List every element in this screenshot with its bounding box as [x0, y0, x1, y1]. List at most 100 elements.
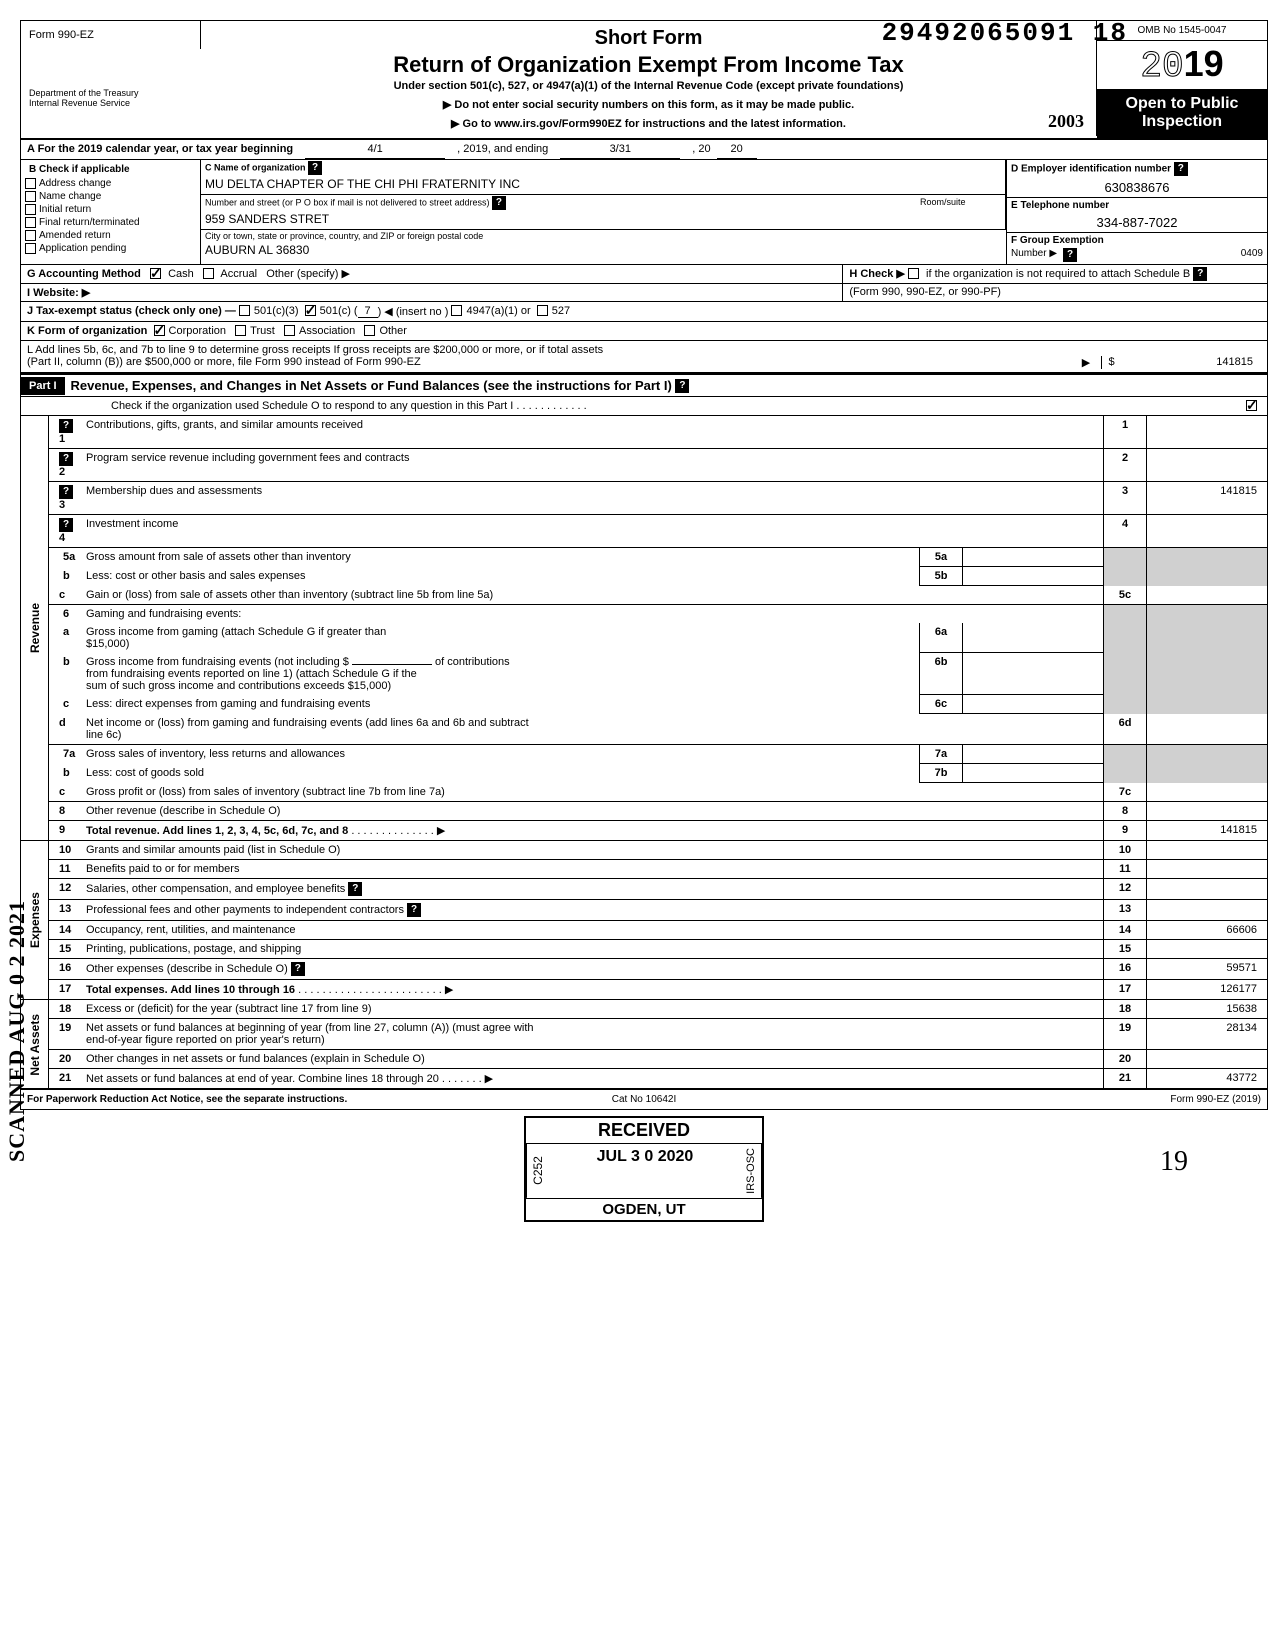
b-item-amended-return[interactable]: Amended return	[25, 229, 196, 242]
line-2-val	[1147, 449, 1267, 481]
line-7a-desc: Gross sales of inventory, less returns a…	[81, 745, 919, 764]
handwritten-19: 19	[1160, 1146, 1188, 1178]
line-18-box: 18	[1103, 1000, 1147, 1018]
line-a: A For the 2019 calendar year, or tax yea…	[21, 140, 1267, 160]
line-6d-val	[1147, 714, 1267, 744]
line-2-box: 2	[1103, 449, 1147, 481]
h-text1: H Check ▶	[849, 268, 905, 280]
j-opt4: 527	[552, 305, 570, 318]
shade	[1103, 567, 1147, 586]
line-2: ? 2Program service revenue including gov…	[49, 449, 1267, 482]
line-5c-box: 5c	[1103, 586, 1147, 604]
l-row: L Add lines 5b, 6c, and 7b to line 9 to …	[21, 341, 1267, 373]
line-a-yy[interactable]: 20	[717, 140, 757, 159]
l-line2: (Part II, column (B)) are $500,000 or mo…	[27, 356, 1071, 369]
form-page: Form 990-EZ Short Form Return of Organiz…	[20, 20, 1268, 1110]
j-527-checkbox[interactable]	[537, 305, 548, 316]
help-icon[interactable]: ?	[407, 903, 421, 917]
b-label-2: Initial return	[39, 204, 91, 215]
b-item-final-return[interactable]: Final return/terminated	[25, 216, 196, 229]
line-a-begin[interactable]: 4/1	[305, 140, 445, 159]
i-website: I Website: ▶	[21, 284, 843, 301]
j-501c-number[interactable]: 7	[358, 305, 378, 318]
line-16-box: 16	[1103, 959, 1147, 979]
main-title: Return of Organization Exempt From Incom…	[209, 52, 1088, 78]
help-icon[interactable]: ?	[59, 452, 73, 466]
j-501c3-checkbox[interactable]	[239, 305, 250, 316]
line-8-desc: Other revenue (describe in Schedule O)	[81, 802, 1103, 820]
handwritten-year: 2003	[1048, 111, 1084, 132]
c-label: C Name of organization	[205, 162, 306, 172]
page-footer: For Paperwork Reduction Act Notice, see …	[21, 1088, 1267, 1109]
help-icon[interactable]: ?	[1193, 267, 1207, 281]
help-icon[interactable]: ?	[59, 518, 73, 532]
h-checkbox[interactable]	[908, 268, 919, 279]
help-icon[interactable]: ?	[291, 962, 305, 976]
line-16-desc: Other expenses (describe in Schedule O) …	[81, 959, 1103, 979]
j-501c-checkbox[interactable]	[305, 305, 316, 316]
line-5b: bLess: cost or other basis and sales exp…	[49, 567, 1267, 586]
k-corp-checkbox[interactable]	[154, 325, 165, 336]
line-18: 18Excess or (deficit) for the year (subt…	[49, 1000, 1267, 1019]
line-5a-desc: Gross amount from sale of assets other t…	[81, 548, 919, 567]
line-a-mid: , 2019, and ending	[451, 140, 554, 159]
shade	[1147, 745, 1267, 764]
part1-check-row: Check if the organization used Schedule …	[21, 397, 1267, 416]
line-12-box: 12	[1103, 879, 1147, 899]
j-opt3: 4947(a)(1) or	[466, 305, 530, 318]
line-a-end[interactable]: 3/31	[560, 140, 680, 159]
k-trust-checkbox[interactable]	[235, 325, 246, 336]
help-icon[interactable]: ?	[675, 379, 689, 393]
b-item-name-change[interactable]: Name change	[25, 190, 196, 203]
line-20-box: 20	[1103, 1050, 1147, 1068]
help-icon[interactable]: ?	[59, 419, 73, 433]
warning-2: ▶ Go to www.irs.gov/Form990EZ for instru…	[451, 118, 846, 130]
b-item-initial-return[interactable]: Initial return	[25, 203, 196, 216]
help-icon[interactable]: ?	[1063, 248, 1077, 262]
b-item-address-change[interactable]: Address change	[25, 177, 196, 190]
line-19: 19Net assets or fund balances at beginni…	[49, 1019, 1267, 1050]
line-6a-desc: Gross income from gaming (attach Schedul…	[81, 623, 919, 653]
line-6a: a Gross income from gaming (attach Sched…	[49, 623, 1267, 653]
line-10-box: 10	[1103, 841, 1147, 859]
group-exemption: 0409	[1083, 248, 1263, 262]
help-icon[interactable]: ?	[59, 485, 73, 499]
line-10-desc: Grants and similar amounts paid (list in…	[81, 841, 1103, 859]
part1-checkbox[interactable]	[1246, 400, 1257, 411]
stamp-date: JUL 3 0 2020	[549, 1144, 741, 1198]
open-to-public: Open to Public Inspection	[1097, 89, 1267, 138]
line-1: ? 1Contributions, gifts, grants, and sim…	[49, 416, 1267, 449]
line-15-desc: Printing, publications, postage, and shi…	[81, 940, 1103, 958]
b-item-application-pending[interactable]: Application pending	[25, 242, 196, 255]
k-assoc-checkbox[interactable]	[284, 325, 295, 336]
line-8-val	[1147, 802, 1267, 820]
b-label-1: Name change	[39, 191, 101, 202]
g-h-row: G Accounting Method Cash Accrual Other (…	[21, 265, 1267, 284]
city-state-zip: AUBURN AL 36830	[201, 242, 1006, 260]
g-accrual-checkbox[interactable]	[203, 268, 214, 279]
g-cash-checkbox[interactable]	[150, 268, 161, 279]
revenue-side-label: Revenue	[21, 416, 49, 840]
line-20-val	[1147, 1050, 1267, 1068]
received-stamp: RECEIVED C252 JUL 3 0 2020 IRS-OSC OGDEN…	[524, 1116, 764, 1222]
g-accounting: G Accounting Method Cash Accrual Other (…	[21, 265, 843, 283]
line-6b-box: 6b	[919, 653, 963, 695]
help-icon[interactable]: ?	[1174, 162, 1188, 176]
help-icon[interactable]: ?	[492, 196, 506, 210]
line-16: 16Other expenses (describe in Schedule O…	[49, 959, 1267, 980]
k-row: K Form of organization Corporation Trust…	[21, 322, 1267, 341]
line-13: 13Professional fees and other payments t…	[49, 900, 1267, 921]
line-6c-val	[963, 695, 1103, 714]
help-icon[interactable]: ?	[348, 882, 362, 896]
g-label: G Accounting Method	[27, 268, 141, 280]
j-4947-checkbox[interactable]	[451, 305, 462, 316]
line-4-box: 4	[1103, 515, 1147, 547]
help-icon[interactable]: ?	[308, 161, 322, 175]
line-7a-val	[963, 745, 1103, 764]
line-17-box: 17	[1103, 980, 1147, 999]
line-20-desc: Other changes in net assets or fund bala…	[81, 1050, 1103, 1068]
shade	[1147, 605, 1267, 623]
line-5a-val	[963, 548, 1103, 567]
k-other-checkbox[interactable]	[364, 325, 375, 336]
i-row: I Website: ▶ (Form 990, 990-EZ, or 990-P…	[21, 284, 1267, 302]
